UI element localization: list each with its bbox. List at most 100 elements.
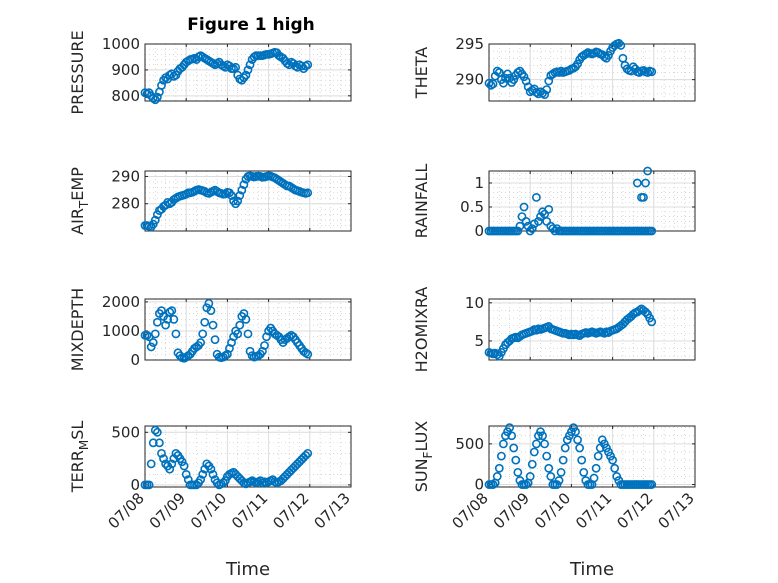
data-point xyxy=(196,338,206,347)
data-point xyxy=(157,448,166,458)
x-tick-label: 07/13 xyxy=(311,489,354,532)
data-point xyxy=(647,317,657,327)
x-tick-label: 07/11 xyxy=(572,489,615,532)
data-point xyxy=(496,451,506,461)
data-point xyxy=(206,306,216,316)
x-axis-label: Time xyxy=(225,559,270,580)
data-point xyxy=(150,329,160,339)
data-point xyxy=(183,475,193,485)
data-point xyxy=(260,341,269,350)
data-point xyxy=(577,455,587,465)
data-point xyxy=(206,464,216,474)
data-point xyxy=(556,467,566,477)
data-point xyxy=(521,480,531,489)
data-point xyxy=(243,65,253,75)
data-point xyxy=(542,451,552,461)
data-point xyxy=(525,472,535,481)
subplot-6: 5 10 H2OMIXRA xyxy=(412,287,696,372)
data-point xyxy=(501,73,510,83)
data-point xyxy=(181,469,191,479)
x-tick-label: 07/09 xyxy=(146,489,189,532)
data-point xyxy=(643,166,653,176)
data-point xyxy=(167,459,177,469)
data-point xyxy=(616,41,626,50)
data-point xyxy=(198,469,208,479)
data-point xyxy=(544,76,554,86)
data-point xyxy=(159,454,168,464)
y-axis-label: TERRMSL xyxy=(68,421,91,494)
data-point xyxy=(534,216,543,226)
data-point xyxy=(169,314,179,324)
data-point xyxy=(527,224,537,233)
data-point xyxy=(519,72,529,82)
data-point xyxy=(245,60,255,70)
data-point xyxy=(558,455,568,465)
subplot-5: 0 1000 2000 MIXDEPTH xyxy=(68,288,352,371)
subplot-4: 0 0.5 1 RAINFALL xyxy=(412,164,696,240)
data-point xyxy=(546,472,556,481)
axes-border xyxy=(144,43,352,102)
data-point xyxy=(632,178,642,188)
y-tick-label: 0 xyxy=(130,351,140,369)
data-point xyxy=(488,79,498,89)
data-point xyxy=(505,423,514,433)
data-point xyxy=(573,435,582,445)
y-axis-label: THETA xyxy=(412,47,431,99)
data-point xyxy=(167,306,177,316)
data-point xyxy=(525,226,535,236)
data-point xyxy=(521,216,531,226)
x-tick-label: 07/11 xyxy=(228,489,271,532)
data-point xyxy=(231,62,241,72)
data-point xyxy=(604,51,613,60)
data-point xyxy=(503,69,512,79)
data-point xyxy=(202,459,212,469)
y-tick-label: 2000 xyxy=(102,293,140,311)
axes-border xyxy=(488,298,696,361)
data-point xyxy=(301,451,311,460)
data-point xyxy=(519,202,529,212)
data-point xyxy=(245,346,255,356)
data-point xyxy=(511,455,521,465)
y-tick-label: 500 xyxy=(111,423,140,441)
data-point xyxy=(239,180,249,190)
data-point xyxy=(527,459,537,469)
x-tick-label: 07/12 xyxy=(269,489,312,532)
data-point xyxy=(146,342,156,352)
data-point xyxy=(303,349,313,359)
data-point xyxy=(241,314,251,324)
x-axis-label: Time xyxy=(569,559,614,580)
y-axis-label: SUNFLUX xyxy=(412,421,435,493)
data-point xyxy=(589,473,599,483)
data-point xyxy=(540,439,550,449)
data-point xyxy=(544,204,554,214)
x-tick-label: 07/13 xyxy=(655,489,698,532)
data-point xyxy=(515,221,525,231)
data-point xyxy=(610,463,620,473)
data-point xyxy=(171,448,181,458)
y-tick-label: 290 xyxy=(111,167,140,185)
y-axis-label: MIXDEPTH xyxy=(68,288,87,371)
data-point xyxy=(529,447,539,457)
x-tick-label: 07/09 xyxy=(490,489,533,532)
data-point xyxy=(161,459,170,469)
subplot-1: 800 900 1000 PRESSURE xyxy=(68,30,352,115)
data-point xyxy=(165,464,175,474)
x-tick-label: 07/10 xyxy=(187,489,230,532)
data-point xyxy=(542,85,552,94)
data-point xyxy=(152,317,162,327)
data-point xyxy=(591,463,601,473)
y-tick-label: 0 xyxy=(474,476,484,494)
data-point xyxy=(235,320,245,330)
data-point xyxy=(499,78,508,88)
data-point xyxy=(507,431,517,441)
data-point xyxy=(177,457,187,467)
y-tick-label: 10 xyxy=(465,294,484,312)
data-point xyxy=(488,480,498,489)
data-point xyxy=(534,89,543,99)
data-point xyxy=(210,335,220,345)
data-point xyxy=(155,438,164,448)
figure-title: Figure 1 high xyxy=(187,15,315,35)
data-point xyxy=(641,178,650,188)
data-point xyxy=(560,443,570,453)
